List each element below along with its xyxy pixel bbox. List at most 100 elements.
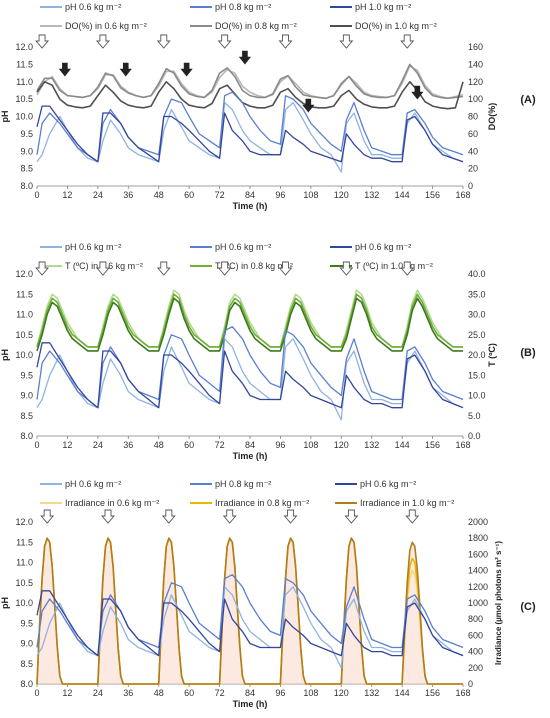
x-tick-label: 108 <box>303 440 318 450</box>
x-tick-label: 84 <box>245 688 255 698</box>
y-tick-label: 10.5 <box>15 94 33 104</box>
open-arrow-marker <box>283 509 298 524</box>
legend-label: pH 0.8 kg m⁻² <box>215 2 271 12</box>
x-tick-label: 156 <box>425 440 440 450</box>
y2-tick-label: 80 <box>468 112 478 122</box>
legend-label: T (ºC) in 0.8 kg m⁻² <box>215 261 293 271</box>
open-arrow-marker <box>161 509 176 524</box>
y-tick-label: 9.5 <box>20 618 33 628</box>
x-tick-label: 48 <box>154 190 164 200</box>
x-tick-label: 120 <box>334 440 349 450</box>
series-line-2 <box>36 342 464 409</box>
open-arrow-marker <box>95 34 110 49</box>
panel-b: 0 12 24 36 48 60 72 84 96 108 120 132 144 156 168 Time … <box>0 242 536 461</box>
x-axis-label: Time (h) <box>233 201 268 211</box>
x-tick-label: 0 <box>34 440 39 450</box>
y-tick-label: 10.5 <box>15 578 33 588</box>
legend-label: T (ºC) in 1.0 kg m⁻² <box>355 261 433 271</box>
x-tick-label: 72 <box>215 190 225 200</box>
x-tick-label: 36 <box>123 190 133 200</box>
y2-axis-label: DO(%) <box>487 103 497 131</box>
legend-label: DO(%) in 0.8 kg m⁻² <box>215 21 297 31</box>
x-tick-label: 24 <box>93 688 103 698</box>
x-tick-label: 96 <box>275 440 285 450</box>
x-tick-label: 60 <box>184 440 194 450</box>
y2-tick-label: 2000 <box>468 517 488 527</box>
open-arrow-marker <box>95 261 110 276</box>
y2-tick-label: 30.0 <box>468 310 486 320</box>
open-arrow-marker <box>217 34 232 49</box>
y-tick-label: 10.0 <box>15 112 33 122</box>
x-tick-label: 36 <box>123 440 133 450</box>
x-tick-label: 48 <box>154 688 164 698</box>
x-tick-label: 12 <box>62 440 72 450</box>
filled-arrow-marker <box>119 62 132 77</box>
panel-a: 0 12 24 36 48 60 72 84 96 108 120 132 144 156 168 Time … <box>0 2 536 211</box>
y2-tick-label: 1200 <box>468 582 488 592</box>
filled-arrow-marker <box>411 85 424 100</box>
legend-label: Irradiance in 0.6 kg m⁻² <box>65 498 159 508</box>
legend-label: pH 0.6 kg m⁻² <box>215 242 271 252</box>
x-tick-label: 48 <box>154 440 164 450</box>
y2-tick-label: 1400 <box>468 566 488 576</box>
y-tick-label: 8.0 <box>20 679 33 689</box>
y-tick-label: 10.5 <box>15 330 33 340</box>
series-line-2 <box>36 590 464 657</box>
x-tick-label: 84 <box>245 440 255 450</box>
y2-tick-label: 800 <box>468 614 483 624</box>
open-arrow-marker <box>40 509 55 524</box>
y2-tick-label: 15.0 <box>468 370 486 380</box>
open-arrow-marker <box>344 509 359 524</box>
legend-label: pH 0.6 kg m⁻² <box>65 2 121 12</box>
open-arrow-marker <box>156 261 171 276</box>
x-tick-label: 168 <box>455 190 470 200</box>
y2-tick-label: 200 <box>468 663 483 673</box>
x-tick-label: 0 <box>34 190 39 200</box>
series-line-1 <box>36 326 464 409</box>
x-axis-label: Time (h) <box>233 699 268 709</box>
y2-tick-label: 10.0 <box>468 391 486 401</box>
filled-arrow-marker <box>180 62 193 77</box>
open-arrow-marker <box>278 34 293 49</box>
y-tick-label: 12.0 <box>15 269 33 279</box>
open-arrow-marker <box>217 261 232 276</box>
series-line-4 <box>36 293 463 348</box>
series-line-0 <box>36 338 464 421</box>
filled-arrow-marker <box>302 98 315 113</box>
y-tick-label: 11.0 <box>16 310 33 320</box>
x-tick-label: 60 <box>184 190 194 200</box>
x-tick-label: 24 <box>93 190 103 200</box>
open-arrow-marker <box>339 34 354 49</box>
y2-axis-label: T (ºC) <box>487 343 497 367</box>
series-line-0 <box>36 586 464 669</box>
y2-tick-label: 60 <box>468 129 478 139</box>
y2-tick-label: 5.0 <box>468 411 481 421</box>
panel-c: 0 12 24 36 48 60 72 84 96 108 120 132 144 156 168 Time … <box>0 479 536 709</box>
y2-tick-label: 140 <box>468 59 483 69</box>
x-tick-label: 84 <box>245 190 255 200</box>
open-arrow-marker <box>35 34 50 49</box>
y2-axis-label: Irradiance (µmol photons m² s⁻¹) <box>494 541 503 665</box>
y2-tick-label: 0.0 <box>468 431 481 441</box>
x-tick-label: 132 <box>364 440 379 450</box>
open-arrow-marker <box>339 261 354 276</box>
panel-label: (C) <box>520 601 536 613</box>
x-tick-label: 132 <box>364 688 379 698</box>
x-tick-label: 108 <box>303 688 318 698</box>
legend-label: DO(%) in 0.6 kg m⁻² <box>65 21 147 31</box>
x-tick-label: 168 <box>455 440 470 450</box>
x-tick-label: 96 <box>275 190 285 200</box>
y2-tick-label: 100 <box>468 94 483 104</box>
x-tick-label: 156 <box>425 190 440 200</box>
x-tick-label: 108 <box>303 190 318 200</box>
y-tick-label: 9.0 <box>20 391 33 401</box>
y2-tick-label: 20 <box>468 164 478 174</box>
x-tick-label: 144 <box>395 190 410 200</box>
x-tick-label: 144 <box>395 688 410 698</box>
x-tick-label: 24 <box>93 440 103 450</box>
y2-tick-label: 35.0 <box>468 289 486 299</box>
open-arrow-marker <box>405 509 420 524</box>
x-tick-label: 72 <box>215 688 225 698</box>
y-axis-label: pH <box>0 597 10 609</box>
